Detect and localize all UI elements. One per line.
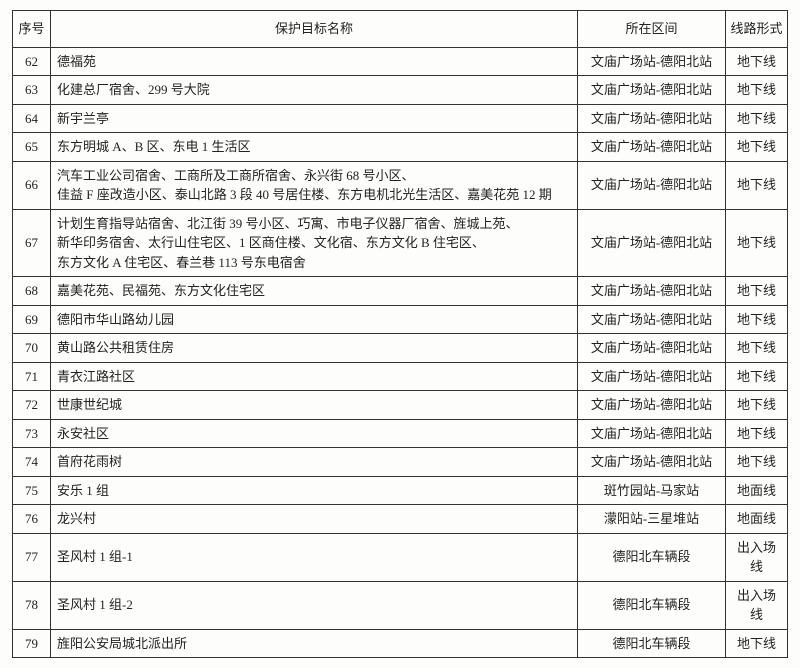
cell-route: 地下线 [726, 209, 788, 277]
cell-section: 文庙广场站-德阳北站 [578, 305, 726, 334]
cell-name: 新宇兰亭 [51, 104, 578, 133]
cell-seq: 72 [13, 391, 51, 420]
cell-route: 地下线 [726, 391, 788, 420]
cell-section: 德阳北车辆段 [578, 629, 726, 658]
cell-route: 地下线 [726, 76, 788, 105]
cell-route: 地下线 [726, 133, 788, 162]
table-row: 67计划生育指导站宿舍、北江街 39 号小区、巧寓、市电子仪器厂宿舍、旌城上苑、… [13, 209, 788, 277]
cell-section: 斑竹园站-马家站 [578, 476, 726, 505]
cell-section: 文庙广场站-德阳北站 [578, 209, 726, 277]
cell-seq: 64 [13, 104, 51, 133]
table-row: 72世康世纪城文庙广场站-德阳北站地下线 [13, 391, 788, 420]
table-row: 77圣风村 1 组-1德阳北车辆段出入场线 [13, 533, 788, 581]
cell-section: 文庙广场站-德阳北站 [578, 277, 726, 306]
table-row: 71青衣江路社区文庙广场站-德阳北站地下线 [13, 362, 788, 391]
cell-section: 德阳北车辆段 [578, 533, 726, 581]
cell-name: 德福苑 [51, 47, 578, 76]
cell-section: 文庙广场站-德阳北站 [578, 104, 726, 133]
cell-route: 地下线 [726, 305, 788, 334]
cell-seq: 74 [13, 448, 51, 477]
cell-section: 文庙广场站-德阳北站 [578, 47, 726, 76]
table-row: 79旌阳公安局城北派出所德阳北车辆段地下线 [13, 629, 788, 658]
cell-name: 嘉美花苑、民福苑、东方文化住宅区 [51, 277, 578, 306]
col-route: 线路形式 [726, 11, 788, 48]
cell-name: 德阳市华山路幼儿园 [51, 305, 578, 334]
cell-seq: 71 [13, 362, 51, 391]
cell-section: 文庙广场站-德阳北站 [578, 419, 726, 448]
cell-name: 圣风村 1 组-2 [51, 581, 578, 629]
cell-section: 文庙广场站-德阳北站 [578, 133, 726, 162]
table-header-row: 序号 保护目标名称 所在区间 线路形式 [13, 11, 788, 48]
table-row: 62德福苑文庙广场站-德阳北站地下线 [13, 47, 788, 76]
table-row: 74首府花雨树文庙广场站-德阳北站地下线 [13, 448, 788, 477]
cell-route: 地下线 [726, 277, 788, 306]
cell-route: 地下线 [726, 47, 788, 76]
table-row: 66汽车工业公司宿舍、工商所及工商所宿舍、永兴街 68 号小区、 佳益 F 座改… [13, 161, 788, 209]
cell-section: 文庙广场站-德阳北站 [578, 76, 726, 105]
cell-seq: 68 [13, 277, 51, 306]
table-row: 69德阳市华山路幼儿园文庙广场站-德阳北站地下线 [13, 305, 788, 334]
table-row: 78圣风村 1 组-2德阳北车辆段出入场线 [13, 581, 788, 629]
table-row: 70黄山路公共租赁住房文庙广场站-德阳北站地下线 [13, 334, 788, 363]
cell-seq: 63 [13, 76, 51, 105]
cell-name: 旌阳公安局城北派出所 [51, 629, 578, 658]
cell-seq: 62 [13, 47, 51, 76]
cell-seq: 70 [13, 334, 51, 363]
col-name: 保护目标名称 [51, 11, 578, 48]
cell-route: 出入场线 [726, 533, 788, 581]
cell-name: 首府花雨树 [51, 448, 578, 477]
cell-seq: 69 [13, 305, 51, 334]
col-seq: 序号 [13, 11, 51, 48]
cell-route: 地下线 [726, 104, 788, 133]
cell-section: 文庙广场站-德阳北站 [578, 362, 726, 391]
table-row: 76龙兴村濛阳站-三星堆站地面线 [13, 505, 788, 534]
cell-route: 地下线 [726, 161, 788, 209]
cell-name: 化建总厂宿舍、299 号大院 [51, 76, 578, 105]
cell-name: 世康世纪城 [51, 391, 578, 420]
cell-section: 文庙广场站-德阳北站 [578, 334, 726, 363]
cell-section: 文庙广场站-德阳北站 [578, 161, 726, 209]
cell-seq: 73 [13, 419, 51, 448]
cell-section: 濛阳站-三星堆站 [578, 505, 726, 534]
cell-route: 地下线 [726, 629, 788, 658]
cell-section: 德阳北车辆段 [578, 581, 726, 629]
table-row: 64新宇兰亭文庙广场站-德阳北站地下线 [13, 104, 788, 133]
cell-name: 青衣江路社区 [51, 362, 578, 391]
cell-name: 圣风村 1 组-1 [51, 533, 578, 581]
cell-route: 地下线 [726, 362, 788, 391]
cell-name: 计划生育指导站宿舍、北江街 39 号小区、巧寓、市电子仪器厂宿舍、旌城上苑、 新… [51, 209, 578, 277]
cell-seq: 75 [13, 476, 51, 505]
table-row: 73永安社区文庙广场站-德阳北站地下线 [13, 419, 788, 448]
table-row: 75安乐 1 组斑竹园站-马家站地面线 [13, 476, 788, 505]
cell-route: 地面线 [726, 505, 788, 534]
cell-section: 文庙广场站-德阳北站 [578, 448, 726, 477]
cell-name: 黄山路公共租赁住房 [51, 334, 578, 363]
cell-route: 出入场线 [726, 581, 788, 629]
cell-name: 永安社区 [51, 419, 578, 448]
col-section: 所在区间 [578, 11, 726, 48]
cell-seq: 65 [13, 133, 51, 162]
cell-seq: 67 [13, 209, 51, 277]
cell-name: 东方明城 A、B 区、东电 1 生活区 [51, 133, 578, 162]
cell-section: 文庙广场站-德阳北站 [578, 391, 726, 420]
cell-seq: 77 [13, 533, 51, 581]
cell-name: 安乐 1 组 [51, 476, 578, 505]
cell-seq: 78 [13, 581, 51, 629]
cell-seq: 76 [13, 505, 51, 534]
table-row: 65东方明城 A、B 区、东电 1 生活区文庙广场站-德阳北站地下线 [13, 133, 788, 162]
cell-route: 地下线 [726, 419, 788, 448]
cell-seq: 79 [13, 629, 51, 658]
cell-name: 汽车工业公司宿舍、工商所及工商所宿舍、永兴街 68 号小区、 佳益 F 座改造小… [51, 161, 578, 209]
cell-route: 地下线 [726, 334, 788, 363]
table-row: 68嘉美花苑、民福苑、东方文化住宅区文庙广场站-德阳北站地下线 [13, 277, 788, 306]
cell-route: 地面线 [726, 476, 788, 505]
cell-route: 地下线 [726, 448, 788, 477]
table-row: 63化建总厂宿舍、299 号大院文庙广场站-德阳北站地下线 [13, 76, 788, 105]
protection-target-table: 序号 保护目标名称 所在区间 线路形式 62德福苑文庙广场站-德阳北站地下线63… [12, 10, 788, 658]
cell-name: 龙兴村 [51, 505, 578, 534]
cell-seq: 66 [13, 161, 51, 209]
